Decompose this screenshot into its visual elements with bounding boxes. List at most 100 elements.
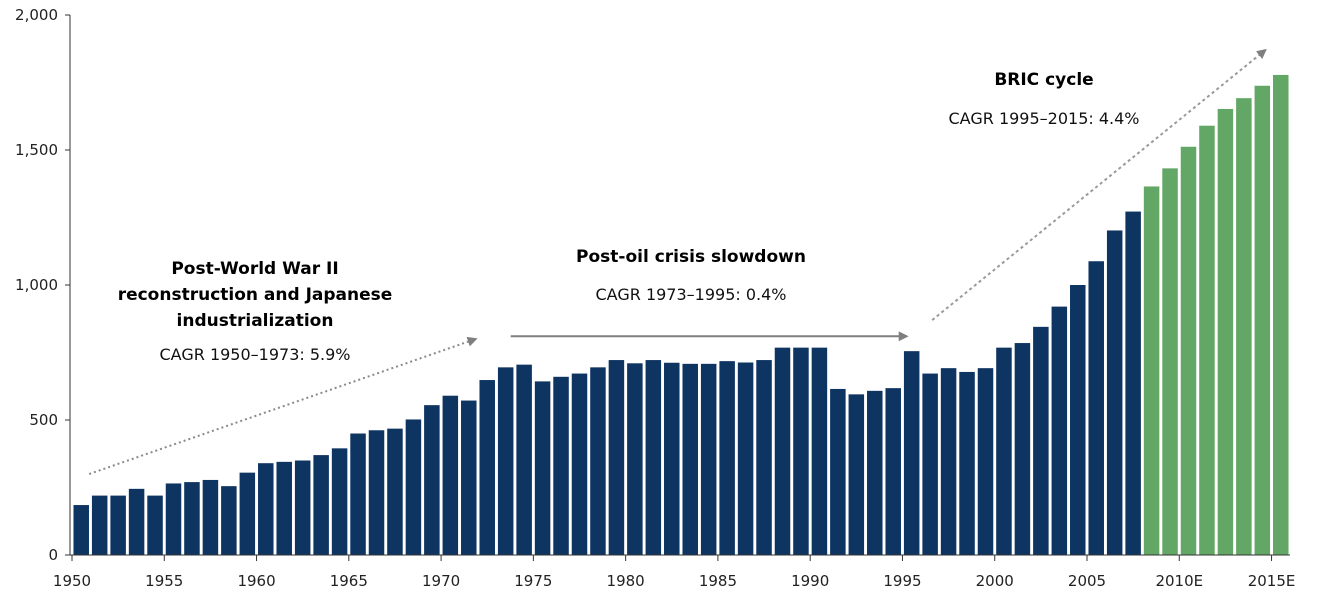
annotation-oil-crisis-line-1: Post-oil crisis slowdown bbox=[576, 247, 806, 267]
y-tick-label: 1,000 bbox=[15, 276, 58, 294]
y-tick-label: 2,000 bbox=[15, 6, 58, 24]
bar-1954 bbox=[147, 495, 163, 555]
bar-1980 bbox=[627, 363, 643, 555]
annotation-oil-crisis: Post-oil crisis slowdown CAGR 1973–1995:… bbox=[576, 247, 806, 304]
bar-2014E bbox=[1254, 85, 1271, 556]
bar-1990 bbox=[811, 347, 828, 555]
bar-1983 bbox=[682, 363, 698, 555]
bar-1951 bbox=[91, 495, 108, 555]
bar-1956 bbox=[184, 482, 200, 555]
bar-1975 bbox=[534, 381, 551, 555]
bar-1987 bbox=[756, 360, 772, 555]
bar-1997 bbox=[940, 368, 957, 555]
bar-1967 bbox=[387, 428, 403, 555]
bar-1993 bbox=[867, 390, 883, 555]
bar-1952 bbox=[110, 495, 126, 555]
bar-1977 bbox=[571, 373, 588, 555]
x-tick-label: 1955 bbox=[145, 572, 183, 590]
bar-1963 bbox=[313, 455, 329, 555]
bar-1955 bbox=[165, 483, 182, 555]
bar-1962 bbox=[294, 460, 311, 555]
bar-1968 bbox=[405, 419, 422, 555]
x-tick-label: 1985 bbox=[699, 572, 737, 590]
bar-1950 bbox=[73, 505, 89, 555]
axes: 0 500 1,000 1,500 2,000 1950 1955 1960 1965 1970 1… bbox=[15, 6, 1295, 590]
bar-1971 bbox=[461, 400, 477, 555]
annotation-bric-cagr: CAGR 1995–2015: 4.4% bbox=[949, 109, 1140, 128]
y-tick-label: 0 bbox=[48, 546, 58, 564]
x-tick-label: 1970 bbox=[422, 572, 460, 590]
bar-2003 bbox=[1051, 306, 1068, 555]
bar-1982 bbox=[664, 362, 680, 555]
annotation-postwar-line-2: reconstruction and Japanese bbox=[118, 285, 393, 305]
bar-2015E bbox=[1273, 74, 1289, 555]
bar-2004 bbox=[1070, 285, 1086, 555]
bar-2007 bbox=[1125, 211, 1141, 555]
bar-1992 bbox=[848, 394, 865, 555]
bar-1995 bbox=[903, 351, 920, 555]
bar-1986 bbox=[737, 362, 754, 555]
bar-1984 bbox=[700, 363, 717, 555]
x-tick-label: 2015E bbox=[1248, 572, 1296, 590]
bar-1965 bbox=[350, 433, 366, 555]
bar-1988 bbox=[774, 347, 791, 555]
bar-1976 bbox=[553, 376, 569, 555]
bar-2009E bbox=[1162, 168, 1178, 556]
x-tick-label: 1990 bbox=[791, 572, 829, 590]
bar-2002 bbox=[1033, 326, 1049, 555]
bar-2005 bbox=[1088, 261, 1104, 555]
trend-arrow-postwar bbox=[88, 336, 478, 475]
bar-1958 bbox=[221, 486, 237, 555]
bar-1959 bbox=[239, 472, 256, 555]
y-tick-label: 500 bbox=[29, 411, 58, 429]
bar-2000 bbox=[996, 347, 1012, 555]
bar-1985 bbox=[719, 361, 735, 555]
bar-1978 bbox=[590, 367, 606, 555]
x-tick-label: 1980 bbox=[607, 572, 645, 590]
x-tick-label: 2005 bbox=[1068, 572, 1106, 590]
bar-1994 bbox=[885, 388, 901, 555]
bars bbox=[73, 74, 1289, 556]
x-tick-label: 1995 bbox=[883, 572, 921, 590]
annotation-postwar: Post-World War II reconstruction and Jap… bbox=[118, 259, 393, 364]
bar-1991 bbox=[830, 388, 846, 555]
bar-1973 bbox=[497, 367, 514, 555]
x-tick-label: 2000 bbox=[976, 572, 1014, 590]
bar-2008E bbox=[1143, 186, 1160, 555]
annotation-bric-line-1: BRIC cycle bbox=[994, 70, 1093, 90]
bar-1953 bbox=[128, 488, 145, 555]
bar-1969 bbox=[424, 405, 440, 555]
annotation-postwar-cagr: CAGR 1950–1973: 5.9% bbox=[160, 345, 351, 364]
bar-1999 bbox=[977, 368, 994, 555]
bar-2006 bbox=[1106, 230, 1123, 555]
bar-1979 bbox=[608, 360, 625, 555]
bar-1989 bbox=[793, 347, 809, 555]
bar-1961 bbox=[276, 461, 292, 555]
bar-1974 bbox=[516, 364, 532, 555]
bar-2012E bbox=[1217, 108, 1234, 556]
bar-2001 bbox=[1014, 343, 1031, 555]
annotation-postwar-line-3: industrialization bbox=[177, 311, 334, 331]
bar-1964 bbox=[331, 448, 348, 555]
x-tick-label: 1950 bbox=[53, 572, 91, 590]
annotation-bric: BRIC cycle CAGR 1995–2015: 4.4% bbox=[949, 70, 1140, 128]
bar-1996 bbox=[922, 373, 938, 555]
bar-1957 bbox=[202, 479, 219, 555]
bar-1960 bbox=[258, 463, 274, 555]
bar-2011E bbox=[1199, 125, 1215, 555]
bar-1998 bbox=[959, 371, 975, 555]
bar-2010E bbox=[1180, 146, 1197, 555]
x-tick-label: 1965 bbox=[330, 572, 368, 590]
x-tick-label: 1975 bbox=[514, 572, 552, 590]
x-tick-label: 2010E bbox=[1155, 572, 1203, 590]
annotation-postwar-line-1: Post-World War II bbox=[171, 259, 338, 279]
bar-1972 bbox=[479, 380, 495, 555]
y-tick-label: 1,500 bbox=[15, 141, 58, 159]
trend-arrows bbox=[88, 48, 1267, 475]
bar-1981 bbox=[645, 360, 662, 555]
bar-2013E bbox=[1236, 98, 1252, 555]
x-tick-label: 1960 bbox=[237, 572, 275, 590]
bar-1966 bbox=[368, 430, 385, 555]
bar-1970 bbox=[442, 395, 459, 555]
